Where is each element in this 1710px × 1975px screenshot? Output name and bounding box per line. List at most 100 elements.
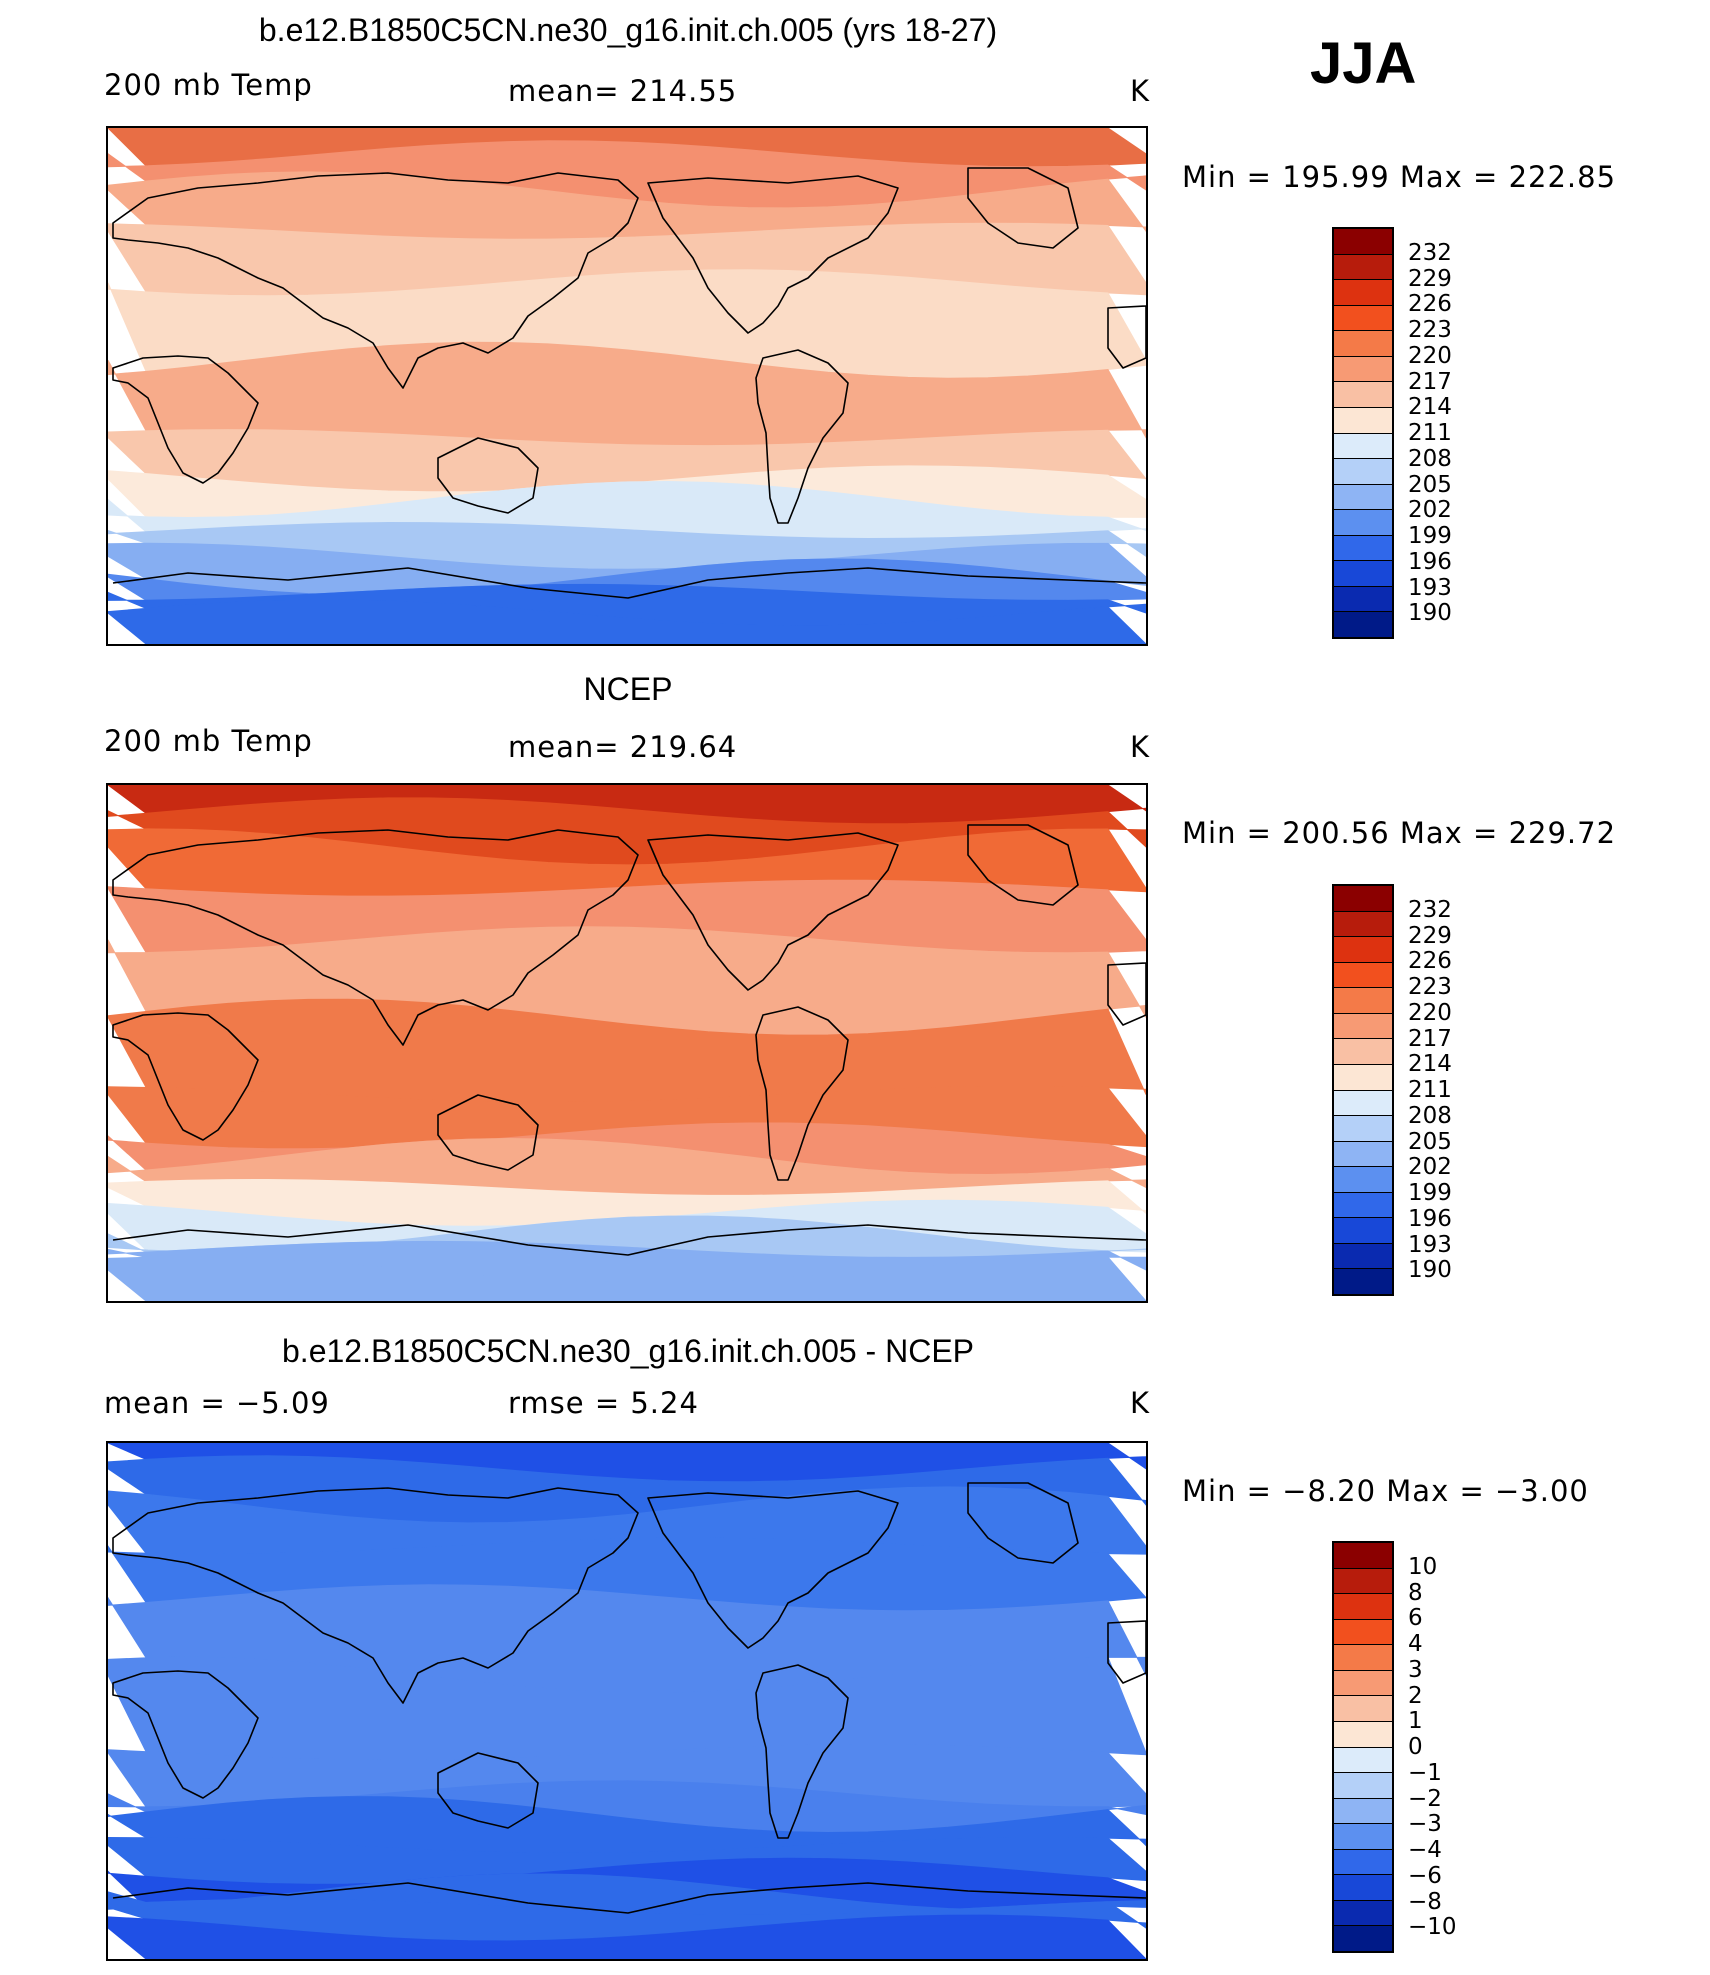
colorbar-swatch (1334, 1594, 1392, 1620)
coastline (755, 349, 849, 524)
coastline (437, 1094, 539, 1171)
colorbar-swatch (1334, 1064, 1392, 1091)
colorbar-tick-label: 202 (1408, 1154, 1452, 1181)
panel-2-title: NCEP (583, 671, 673, 707)
panel-2-mean-label: mean= 219.64 (508, 730, 738, 764)
colorbar-tick-label: 217 (1408, 368, 1452, 395)
colorbar-swatch (1334, 1849, 1392, 1876)
coastline (112, 172, 639, 389)
colorbar-swatch (1334, 1645, 1392, 1671)
coastline (112, 1224, 1146, 1256)
colorbar-tick-label: 196 (1408, 1205, 1452, 1232)
colorbar-tick-label: 214 (1408, 394, 1452, 421)
colorbar-swatch (1334, 1243, 1392, 1270)
colorbar-swatch (1334, 382, 1392, 408)
colorbar-tick-label: −6 (1408, 1862, 1442, 1889)
colorbar-tick-label: 220 (1408, 999, 1452, 1026)
colorbar-swatch (1334, 1192, 1392, 1219)
coastline (647, 832, 899, 991)
coastline (112, 1487, 639, 1704)
colorbar-tick-label: 190 (1408, 600, 1452, 627)
colorbar-swatch (1334, 1013, 1392, 1040)
colorbar-tick-label: 226 (1408, 948, 1452, 975)
colorbar-swatch (1334, 1543, 1392, 1569)
colorbar-swatch (1334, 1747, 1392, 1774)
coastline (112, 829, 639, 1046)
colorbar-swatch (1334, 988, 1392, 1014)
colorbar-tick-label: 193 (1408, 1231, 1452, 1258)
colorbar-tick-label: −8 (1408, 1888, 1442, 1915)
coastline (647, 175, 899, 334)
colorbar-tick-label: 208 (1408, 1102, 1452, 1129)
colorbar-tick-label: −1 (1408, 1759, 1442, 1786)
colorbar-swatch (1334, 561, 1392, 587)
colorbar-swatch (1334, 1619, 1392, 1646)
colorbar-tick-label: 223 (1408, 317, 1452, 343)
panel-3-map (106, 1441, 1148, 1961)
panel-1-title: b.e12.B1850C5CN.ne30_g16.init.ch.005 (yr… (258, 12, 998, 48)
colorbar-tick-label: 214 (1408, 1051, 1452, 1078)
colorbar-tick-label: 211 (1408, 420, 1452, 446)
coastline (112, 355, 259, 484)
colorbar-tick-label: 232 (1408, 896, 1452, 923)
colorbar-tick-label: 208 (1408, 445, 1452, 472)
coastline (112, 1882, 1146, 1914)
panel-3-contour-map (108, 1443, 1146, 1959)
colorbar-swatch (1334, 1039, 1392, 1065)
coastline (437, 437, 539, 514)
season-label: JJA (1310, 31, 1417, 96)
colorbar-tick-label: −2 (1408, 1785, 1442, 1812)
colorbar-tick-label: 193 (1408, 574, 1452, 601)
colorbar-swatch (1334, 535, 1392, 562)
coastline (755, 1006, 849, 1181)
colorbar-swatch (1334, 510, 1392, 536)
panel-3-rmse-label: rmse = 5.24 (508, 1386, 699, 1420)
panel-1-colorbar (1332, 227, 1394, 639)
coastline (112, 1670, 259, 1799)
colorbar-tick-label: 190 (1408, 1257, 1452, 1284)
colorbar-tick-label: 199 (1408, 523, 1452, 549)
colorbar-swatch (1334, 484, 1392, 511)
panel-2-units: K (1130, 730, 1151, 764)
colorbar-tick-label: 205 (1408, 1128, 1452, 1155)
coastline (1107, 962, 1146, 1026)
colorbar-tick-label: 205 (1408, 471, 1452, 498)
colorbar-swatch (1334, 1568, 1392, 1595)
coastline (647, 1490, 899, 1649)
contour-band (108, 599, 1146, 644)
colorbar-swatch (1334, 1670, 1392, 1697)
colorbar-swatch (1334, 1875, 1392, 1901)
colorbar-swatch (1334, 433, 1392, 460)
colorbar-tick-label: 232 (1408, 239, 1452, 266)
colorbar-tick-label: 217 (1408, 1025, 1452, 1052)
panel-2-variable-label: 200 mb Temp (104, 724, 313, 758)
colorbar-swatch (1334, 1696, 1392, 1722)
panel-2-contour-map (108, 785, 1146, 1301)
coastline (112, 1012, 259, 1141)
colorbar-swatch (1334, 1824, 1392, 1850)
panel-1-mean-label: mean= 214.55 (508, 74, 738, 108)
colorbar-tick-label: −4 (1408, 1837, 1442, 1863)
colorbar-tick-label: 10 (1408, 1553, 1438, 1580)
contour-band (108, 1256, 1146, 1301)
panel-2-colorbar (1332, 884, 1394, 1296)
panel-3-colorbar (1332, 1541, 1394, 1953)
colorbar-swatch (1334, 1721, 1392, 1748)
colorbar-tick-label: 229 (1408, 265, 1452, 292)
contour-band (108, 1914, 1146, 1959)
colorbar-tick-label: 8 (1408, 1579, 1423, 1606)
colorbar-swatch (1334, 1798, 1392, 1825)
colorbar-swatch (1334, 586, 1392, 613)
coastline (112, 567, 1146, 599)
colorbar-tick-label: 229 (1408, 922, 1452, 949)
colorbar-swatch (1334, 459, 1392, 485)
coastline (437, 1752, 539, 1829)
colorbar-tick-label: 4 (1408, 1631, 1423, 1657)
coastline (967, 167, 1079, 249)
colorbar-swatch (1334, 1926, 1392, 1951)
panel-3-units: K (1130, 1386, 1151, 1420)
colorbar-swatch (1334, 1269, 1392, 1294)
colorbar-tick-label: 196 (1408, 548, 1452, 575)
colorbar-tick-label: 199 (1408, 1180, 1452, 1206)
colorbar-tick-label: −3 (1408, 1811, 1442, 1838)
